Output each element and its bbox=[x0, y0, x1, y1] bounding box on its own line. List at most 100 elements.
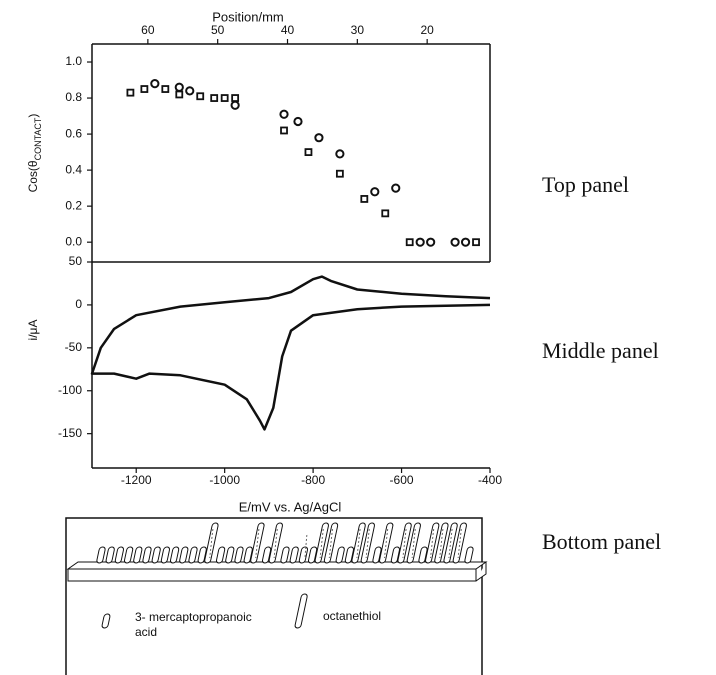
rod-hatch bbox=[328, 528, 333, 559]
rod-hatch bbox=[384, 528, 389, 559]
rod-hatch bbox=[365, 528, 370, 559]
point bbox=[415, 237, 425, 247]
acid-rod bbox=[215, 546, 226, 564]
acid-rod bbox=[464, 546, 474, 564]
x-tick-label: -800 bbox=[301, 473, 325, 487]
acid-rod bbox=[298, 546, 309, 564]
y-tick-label: 0.4 bbox=[65, 162, 82, 176]
acid-rod bbox=[335, 546, 345, 564]
point bbox=[150, 79, 160, 89]
octanethiol-rod bbox=[323, 522, 339, 564]
acid-rod bbox=[105, 546, 115, 564]
x-tick-label: 40 bbox=[281, 23, 295, 37]
acid-rod bbox=[344, 546, 355, 564]
octanethiol-rod bbox=[379, 522, 394, 564]
rod-hatch bbox=[430, 528, 435, 559]
x-tick-label: -400 bbox=[478, 473, 502, 487]
point bbox=[472, 238, 480, 247]
point bbox=[140, 85, 149, 93]
rod-hatch bbox=[411, 528, 416, 559]
acid-rod bbox=[114, 546, 125, 564]
y-title-part: Cos(θ bbox=[26, 160, 40, 192]
acid-rod bbox=[188, 546, 198, 564]
octanethiol-rod bbox=[434, 522, 449, 564]
point bbox=[280, 126, 288, 135]
acid-rod bbox=[142, 546, 152, 564]
panel-label: Middle panel bbox=[542, 338, 659, 363]
octanethiol-rod bbox=[443, 522, 458, 564]
acid-rod bbox=[160, 546, 171, 564]
y-tick-label: 0 bbox=[75, 297, 82, 311]
point bbox=[279, 109, 289, 119]
y-tick-label: -100 bbox=[58, 383, 82, 397]
acid-rod bbox=[261, 546, 272, 564]
y-tick-label: 0.8 bbox=[65, 90, 82, 104]
acid-rod bbox=[289, 546, 299, 564]
rod-hatch bbox=[448, 528, 453, 559]
x-axis-title-top: Position/mm bbox=[212, 9, 284, 24]
octanethiol-rod bbox=[452, 522, 467, 564]
acid-rod bbox=[372, 546, 382, 564]
point bbox=[220, 94, 229, 102]
panel-label: Top panel bbox=[542, 172, 629, 197]
diagram-frame bbox=[65, 517, 483, 675]
point bbox=[185, 86, 195, 96]
acid-rod bbox=[225, 546, 235, 564]
octanethiol-rod bbox=[425, 522, 440, 564]
acid-rod bbox=[96, 546, 106, 564]
cv-curve bbox=[90, 275, 491, 431]
point bbox=[370, 187, 380, 197]
point bbox=[161, 85, 170, 93]
rod-hatch bbox=[402, 528, 407, 559]
octanethiol-rod bbox=[397, 522, 412, 564]
rod-hatch bbox=[209, 528, 214, 559]
point bbox=[175, 90, 184, 99]
y-tick-label: 0.2 bbox=[65, 198, 82, 212]
y-tick-label: 0.6 bbox=[65, 126, 82, 140]
point bbox=[405, 238, 414, 247]
octanethiol-rod bbox=[314, 522, 329, 564]
y-tick-label: 50 bbox=[69, 254, 83, 268]
point bbox=[293, 116, 303, 127]
acid-rod bbox=[234, 546, 244, 564]
point bbox=[391, 183, 401, 193]
x-tick-label: 60 bbox=[141, 23, 155, 37]
point bbox=[174, 82, 184, 92]
x-tick-label: 30 bbox=[351, 23, 365, 37]
monolayer-diagram: 3- mercaptopropanoic acid octanethiol bbox=[65, 517, 488, 675]
acid-rod bbox=[169, 546, 180, 564]
acid-rod bbox=[151, 546, 161, 564]
acid-rod bbox=[101, 613, 111, 629]
octanethiol-rod bbox=[250, 522, 265, 564]
acid-rod bbox=[179, 546, 189, 564]
point bbox=[360, 195, 369, 203]
rod-hatch bbox=[255, 528, 260, 559]
point bbox=[304, 148, 313, 156]
acid-rod bbox=[418, 546, 428, 564]
octanethiol-rod bbox=[294, 593, 308, 629]
rod-hatch bbox=[319, 528, 324, 559]
point bbox=[450, 237, 460, 247]
y-tick-label: -50 bbox=[65, 340, 83, 354]
point bbox=[381, 209, 390, 218]
acid-rod bbox=[280, 546, 290, 564]
acid-rod bbox=[390, 546, 401, 564]
y-axis-title: Cos(θCONTACT) bbox=[26, 114, 43, 193]
y-title-sub: CONTACT bbox=[33, 117, 43, 160]
panel-label: Bottom panel bbox=[542, 529, 661, 554]
y-tick-label: 1.0 bbox=[65, 54, 82, 68]
acid-rod bbox=[133, 546, 143, 564]
point bbox=[210, 94, 219, 102]
octanethiol-rod bbox=[351, 522, 366, 564]
point bbox=[335, 169, 344, 178]
substrate-side bbox=[67, 562, 487, 582]
legend-label: 3- mercaptopropanoic bbox=[135, 610, 252, 624]
rod-hatch bbox=[457, 528, 462, 559]
x-axis-title: E/mV vs. Ag/AgCl bbox=[239, 499, 342, 514]
point bbox=[314, 133, 324, 143]
y-tick-label: -150 bbox=[58, 426, 82, 440]
rod-hatch bbox=[356, 528, 361, 559]
acid-rod bbox=[307, 546, 318, 564]
